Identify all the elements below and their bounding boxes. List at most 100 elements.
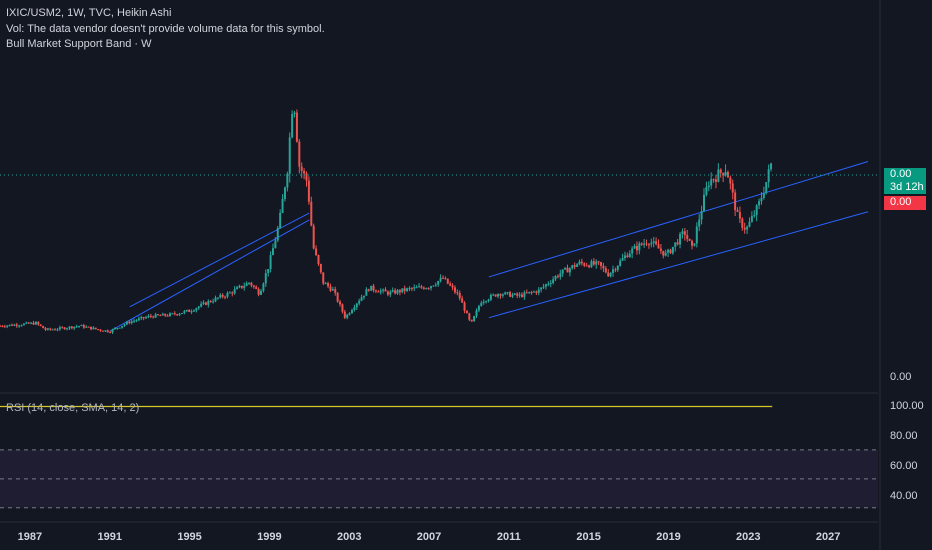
candle-body [647,244,650,246]
candle-body [183,311,186,314]
candle-body [736,210,739,212]
candle-body [425,288,428,290]
symbol-title[interactable]: IXIC/USM2, 1W, TVC, Heikin Ashi [6,7,172,19]
candle-body [154,314,157,318]
candle-body [128,321,131,324]
candle-body [741,218,744,228]
candle-body [20,325,23,327]
candle-body [262,283,265,291]
candle-body [683,231,686,236]
candle-body [231,292,234,294]
second-price-value: 0.00 [890,196,912,208]
candle-body [568,268,571,273]
candle-body [382,289,385,291]
candle-body [15,324,18,326]
candle-body [322,272,325,284]
candle-body [286,173,289,188]
chart-legend: IXIC/USM2, 1W, TVC, Heikin Ashi Vol: The… [6,6,325,53]
candle-body [482,301,485,303]
candle-body [379,290,382,293]
candle-body [544,284,547,287]
indicator-label[interactable]: Bull Market Support Band · W [6,38,152,50]
rsi-indicator-label[interactable]: RSI (14, close, SMA, 14, 2) [6,402,140,414]
candle-body [731,183,734,193]
candle-body [358,300,361,304]
candle-body [204,302,207,305]
candle-body [688,238,691,241]
candle-body [221,294,224,297]
candle-body [530,291,533,293]
candle-body [753,215,756,217]
candle-body [607,272,610,277]
candle-body [216,297,219,299]
candle-body [415,287,418,289]
candle-body [396,290,399,294]
candle-body [750,216,753,222]
candle-body [645,243,648,245]
candle-body [384,289,387,292]
candle-body [449,283,452,286]
x-tick-label: 2027 [815,531,841,543]
candle-body [161,313,164,316]
candle-body [73,326,76,329]
rsi-axis-label-80: 80.00 [890,430,918,442]
candle-body [145,317,148,319]
candle-body [556,276,559,278]
candle-body [698,219,701,227]
candle-body [274,240,277,249]
bar-countdown: 3d 12h [890,181,924,193]
candle-body [671,246,674,254]
candle-body [46,328,49,330]
candle-body [480,302,483,307]
candle-body [133,320,136,322]
candle-body [693,243,696,246]
candle-body [463,302,466,311]
candle-body [664,252,667,256]
candle-body [238,285,241,288]
candle-body [315,248,318,256]
x-tick-label: 2023 [736,531,761,543]
candle-body [63,327,66,330]
candle-body [456,292,459,294]
candle-body [432,285,435,287]
candle-body [705,187,708,195]
candle-body [559,273,562,277]
candle-body [604,268,607,273]
candle-body [585,265,588,267]
last-price-value: 0.00 [890,168,912,180]
candle-body [293,112,296,114]
candle-body [528,291,531,293]
x-tick-label: 2015 [576,531,601,543]
candle-body [372,285,375,291]
candle-body [542,286,545,288]
trendline-layer[interactable] [109,161,869,332]
candle-body [494,294,497,297]
candle-body [439,277,442,282]
candle-body [32,322,35,325]
candle-body [638,243,641,251]
x-tick-label: 1991 [97,531,122,543]
candle-body [283,187,286,200]
candle-body [676,242,679,245]
candle-body [643,243,646,245]
candle-body [164,313,167,316]
candle-body [717,169,720,182]
candle-body [511,294,514,297]
candle-body [719,169,722,173]
candle-body [8,324,11,326]
candle-body [681,231,684,234]
candle-body [118,327,121,329]
candle-body [583,263,586,266]
candle-body [710,179,713,186]
candle-body [214,297,217,302]
candle-body [748,221,751,227]
candle-body [61,327,64,329]
candle-body [140,317,143,319]
candle-body [149,315,152,317]
candle-body [770,163,773,170]
candle-body [600,262,603,266]
candle-body [370,285,373,291]
candle-body [437,281,440,285]
candle-body [339,301,342,305]
